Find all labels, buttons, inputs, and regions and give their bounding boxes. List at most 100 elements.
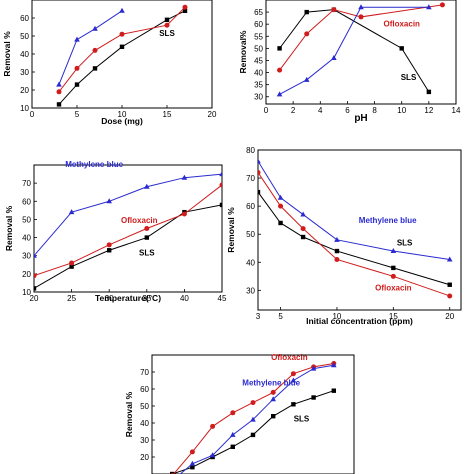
y-tick-label: 40: [254, 69, 263, 78]
x-tick-label: 25: [67, 294, 76, 303]
y-tick-label: 30: [22, 252, 31, 261]
x-axis-label: Dose (mg): [101, 116, 143, 126]
x-tick-label: 30: [105, 294, 114, 303]
data-point: [144, 226, 150, 231]
data-point: [446, 256, 453, 262]
data-point: [439, 2, 445, 8]
y-tick-label: 70: [246, 174, 255, 183]
y-tick-label: 10: [20, 104, 29, 113]
y-tick-label: 50: [254, 44, 263, 53]
data-point: [181, 211, 187, 217]
data-point: [181, 174, 188, 180]
data-point: [300, 234, 306, 240]
series-line-methylene-blue: [34, 173, 222, 257]
data-point: [278, 203, 284, 209]
series-line-sls: [58, 10, 186, 105]
plot-frame: [151, 354, 355, 474]
data-point: [119, 31, 125, 37]
data-point: [300, 211, 306, 217]
data-point: [391, 265, 396, 271]
data-point: [182, 8, 188, 13]
y-tick-label: 60: [22, 197, 31, 206]
data-point: [182, 4, 188, 10]
y-axis-label: Removal %: [226, 207, 236, 253]
data-point: [290, 377, 297, 383]
x-tick-label: 3: [256, 312, 261, 321]
y-tick-label: 35: [254, 81, 263, 90]
data-point: [69, 260, 75, 266]
data-point: [209, 452, 216, 458]
data-point: [189, 449, 195, 455]
data-point: [390, 248, 397, 254]
data-point: [210, 423, 216, 429]
data-point: [230, 444, 235, 449]
data-point: [230, 410, 236, 416]
chart-panel-3: 20 25 30 35 40 4510203040506070Temperature(°C…: [4, 160, 227, 303]
plot-frame: [257, 149, 462, 311]
data-point: [92, 47, 98, 53]
data-point: [334, 236, 340, 242]
plot-area: [170, 361, 337, 474]
data-point: [107, 248, 112, 253]
data-point: [331, 55, 337, 61]
series-label: Methylene blue: [359, 216, 417, 225]
data-point: [74, 36, 80, 42]
x-tick-label: 0: [264, 106, 269, 115]
y-tick-label: 20: [140, 453, 149, 462]
y-tick-label: 40: [140, 419, 149, 428]
y-tick-label: 50: [22, 215, 31, 224]
data-point: [331, 388, 336, 393]
x-axis-label: pH: [354, 113, 367, 124]
data-point: [92, 66, 98, 71]
plot-area: [34, 171, 222, 291]
data-point: [164, 22, 170, 28]
x-tick-label: 40: [180, 294, 189, 303]
chart-panel-4: 3 5 10 15 20 30 40 50 60 70 80 Initial concentratio…: [226, 146, 462, 326]
y-tick-label: 20: [22, 270, 31, 279]
data-point: [230, 431, 236, 437]
plot-frame: [33, 164, 223, 293]
data-point: [331, 362, 337, 368]
series-label: Methylene blue: [242, 379, 300, 388]
data-point: [270, 396, 276, 402]
data-point: [334, 248, 340, 254]
data-point: [250, 432, 256, 438]
y-axis-label: Removal %: [2, 31, 12, 77]
series-line-sls: [34, 204, 222, 289]
data-point: [74, 65, 80, 71]
x-tick-label: 10: [118, 110, 127, 119]
y-tick-label: 55: [254, 32, 263, 41]
data-point: [426, 89, 432, 95]
chart-panel-2: 0 2 4 6 8 10 12 14 30 35 40 45 50 55 60 65 pH Removal% SLS…: [238, 0, 461, 124]
data-point: [358, 14, 364, 20]
data-point: [258, 189, 261, 195]
x-tick-label: 20: [208, 110, 217, 119]
series-label: Ofloxacin: [271, 353, 308, 362]
x-axis-label: Temperature(°C): [95, 293, 161, 303]
data-point: [106, 198, 112, 204]
y-tick-label: 30: [254, 93, 263, 102]
data-point: [164, 17, 170, 22]
data-point: [69, 264, 74, 269]
data-point: [304, 9, 309, 15]
series-label: SLS: [159, 29, 175, 38]
x-tick-label: 5: [75, 110, 80, 119]
x-tick-label: 10: [332, 312, 341, 321]
series-label: Ofloxacin: [383, 20, 420, 29]
x-tick-label: 20: [445, 312, 454, 321]
y-tick-label: 40: [22, 234, 31, 243]
x-tick-label: 15: [389, 312, 398, 321]
x-tick-label: 5: [278, 312, 283, 321]
data-point: [334, 256, 340, 262]
data-point: [219, 202, 222, 208]
x-tick-label: 20: [30, 294, 39, 303]
data-point: [276, 91, 283, 97]
data-point: [34, 273, 37, 279]
plot-area: [276, 2, 445, 97]
y-tick-label: 50: [246, 230, 255, 239]
chart-panel-5: 20 30 40 50 60 70 Removal % SLS Ofloxacin Methyle…: [124, 353, 355, 474]
y-tick-label: 70: [140, 368, 149, 377]
data-point: [219, 171, 222, 177]
data-point: [303, 76, 310, 82]
